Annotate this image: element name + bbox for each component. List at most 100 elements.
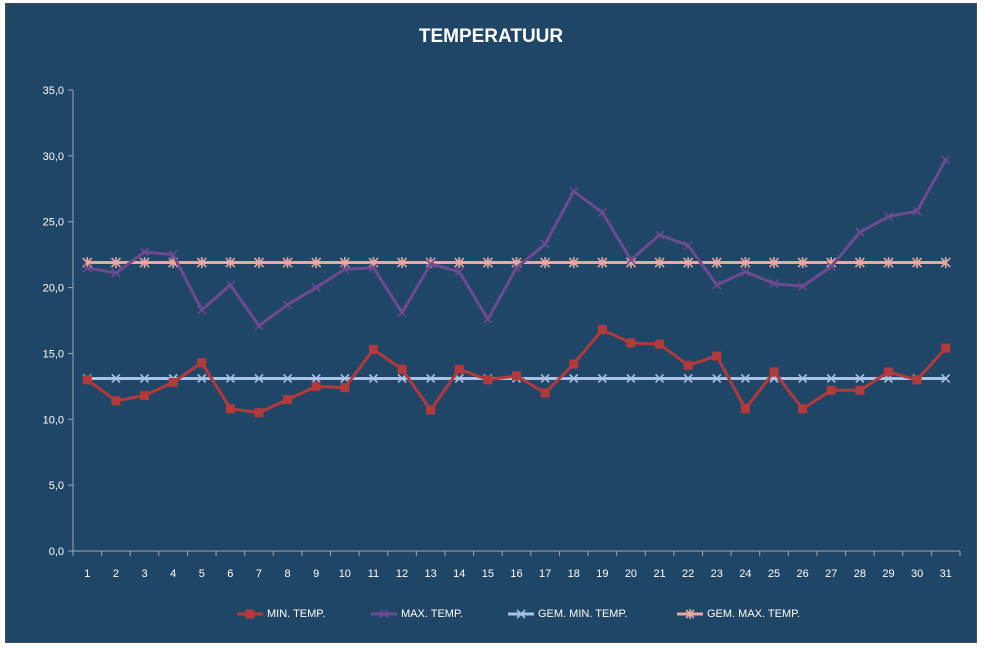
y-tick-label: 20,0 bbox=[43, 283, 64, 295]
x-tick-label: 7 bbox=[256, 568, 262, 580]
data-point-min-temp bbox=[111, 396, 121, 406]
data-point-min-temp bbox=[941, 343, 951, 353]
legend-swatch-icon bbox=[371, 609, 397, 619]
y-tick-label: 5,0 bbox=[49, 480, 64, 492]
data-point-max-temp bbox=[397, 308, 407, 318]
x-tick-label: 23 bbox=[711, 568, 723, 580]
x-tick-label: 26 bbox=[797, 568, 809, 580]
data-point-gem-min-temp bbox=[626, 373, 636, 384]
data-point-min-temp bbox=[740, 404, 750, 414]
y-tick-label: 35,0 bbox=[43, 85, 64, 97]
x-tick-label: 20 bbox=[625, 568, 637, 580]
data-point-max-temp bbox=[283, 300, 293, 310]
x-tick-label: 30 bbox=[911, 568, 923, 580]
x-tick-label: 6 bbox=[227, 568, 233, 580]
data-point-min-temp bbox=[855, 385, 865, 395]
data-point-min-temp bbox=[140, 391, 150, 401]
series-line-max-temp bbox=[87, 159, 948, 328]
data-point-max-temp bbox=[855, 227, 865, 237]
x-tick-label: 17 bbox=[539, 568, 551, 580]
data-point-gem-min-temp bbox=[139, 373, 150, 384]
data-point-max-temp bbox=[168, 250, 178, 260]
x-tick-label: 4 bbox=[170, 568, 176, 580]
data-point-min-temp bbox=[82, 375, 92, 385]
data-point-min-temp bbox=[454, 364, 464, 374]
legend-item: GEM. MAX. TEMP. bbox=[677, 608, 800, 620]
data-point-gem-min-temp bbox=[111, 373, 121, 384]
data-point-gem-max-temp bbox=[540, 257, 551, 269]
data-point-max-temp bbox=[111, 268, 121, 278]
data-point-max-temp bbox=[654, 230, 665, 240]
data-point-gem-min-temp bbox=[340, 373, 350, 384]
x-tick-label: 21 bbox=[653, 568, 665, 580]
legend-label: MIN. TEMP. bbox=[267, 608, 326, 620]
x-tick-label: 14 bbox=[453, 568, 465, 580]
data-point-gem-min-temp bbox=[225, 373, 235, 384]
data-point-min-temp bbox=[683, 360, 693, 370]
x-tick-label: 25 bbox=[768, 568, 780, 580]
data-point-max-temp bbox=[511, 263, 522, 273]
y-tick-label: 15,0 bbox=[43, 348, 64, 360]
data-point-max-temp bbox=[540, 239, 550, 249]
data-point-min-temp bbox=[311, 381, 321, 391]
data-point-gem-min-temp bbox=[283, 373, 293, 384]
data-point-gem-max-temp bbox=[683, 257, 694, 269]
x-tick-label: 27 bbox=[825, 568, 837, 580]
x-tick-label: 8 bbox=[285, 568, 291, 580]
data-point-max-temp bbox=[225, 280, 235, 290]
data-point-gem-min-temp bbox=[597, 373, 607, 384]
data-point-gem-max-temp bbox=[196, 257, 207, 269]
data-point-gem-min-temp bbox=[397, 373, 407, 384]
data-point-gem-max-temp bbox=[797, 257, 808, 269]
data-point-gem-max-temp bbox=[768, 257, 780, 269]
x-tick-label: 22 bbox=[682, 568, 694, 580]
data-point-gem-min-temp bbox=[426, 373, 436, 384]
data-point-max-temp bbox=[254, 321, 264, 331]
data-point-max-temp bbox=[683, 240, 693, 250]
x-tick-label: 10 bbox=[339, 568, 351, 580]
data-point-gem-min-temp bbox=[654, 373, 665, 384]
data-point-min-temp bbox=[912, 375, 922, 385]
data-point-max-temp bbox=[941, 155, 951, 165]
data-point-gem-min-temp bbox=[941, 373, 951, 384]
data-point-gem-max-temp bbox=[454, 257, 465, 269]
legend-swatch-icon bbox=[508, 609, 534, 619]
data-point-max-temp bbox=[483, 314, 493, 324]
data-point-gem-max-temp bbox=[396, 257, 408, 269]
data-point-max-temp bbox=[569, 186, 579, 196]
x-tick-label: 2 bbox=[113, 568, 119, 580]
x-tick-label: 1 bbox=[84, 568, 90, 580]
data-point-min-temp bbox=[168, 377, 178, 387]
data-point-max-temp bbox=[82, 263, 92, 273]
x-tick-label: 16 bbox=[510, 568, 522, 580]
data-point-min-temp bbox=[883, 367, 893, 377]
data-point-min-temp bbox=[340, 383, 350, 393]
data-point-gem-max-temp bbox=[912, 257, 923, 269]
data-point-gem-max-temp bbox=[568, 257, 579, 269]
data-point-min-temp bbox=[368, 344, 378, 354]
legend-item: MAX. TEMP. bbox=[371, 608, 463, 620]
data-point-max-temp bbox=[712, 280, 722, 290]
x-tick-label: 3 bbox=[141, 568, 147, 580]
data-point-gem-min-temp bbox=[740, 373, 750, 384]
data-point-min-temp bbox=[569, 359, 579, 369]
data-point-max-temp bbox=[626, 255, 636, 265]
data-point-gem-min-temp bbox=[855, 373, 865, 384]
data-point-gem-min-temp bbox=[311, 373, 321, 384]
x-tick-label: 11 bbox=[368, 568, 379, 580]
data-point-gem-max-temp bbox=[282, 257, 293, 269]
data-point-min-temp bbox=[483, 375, 493, 385]
legend-label: MAX. TEMP. bbox=[401, 608, 463, 620]
data-point-max-temp bbox=[798, 281, 808, 291]
data-point-gem-min-temp bbox=[569, 373, 579, 384]
data-point-gem-max-temp bbox=[654, 257, 665, 269]
data-point-min-temp bbox=[798, 404, 808, 414]
data-point-min-temp bbox=[397, 364, 407, 374]
data-point-min-temp bbox=[426, 405, 436, 415]
data-point-max-temp bbox=[139, 247, 150, 257]
legend-item: MIN. TEMP. bbox=[237, 608, 325, 620]
data-point-min-temp bbox=[626, 338, 636, 348]
data-point-max-temp bbox=[912, 206, 922, 216]
data-point-gem-max-temp bbox=[225, 257, 236, 269]
